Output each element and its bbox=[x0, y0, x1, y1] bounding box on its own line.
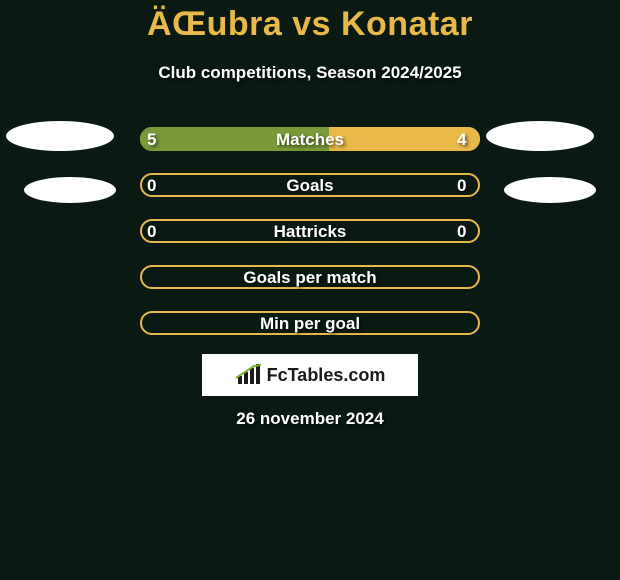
stat-value-left: 0 bbox=[147, 222, 156, 242]
date-text: 26 november 2024 bbox=[0, 409, 620, 429]
stat-label: Goals bbox=[140, 176, 480, 196]
side-ellipse bbox=[6, 121, 114, 151]
side-ellipse bbox=[486, 121, 594, 151]
side-ellipse bbox=[504, 177, 596, 203]
stat-label: Goals per match bbox=[140, 268, 480, 288]
fctables-logo: FcTables.com bbox=[202, 354, 418, 396]
stat-value-left: 5 bbox=[147, 130, 156, 150]
stat-value-right: 0 bbox=[457, 176, 466, 196]
subtitle: Club competitions, Season 2024/2025 bbox=[0, 63, 620, 83]
fctables-logo-text: FcTables.com bbox=[267, 365, 386, 386]
stat-value-right: 4 bbox=[457, 130, 466, 150]
side-ellipse bbox=[24, 177, 116, 203]
stat-value-left: 0 bbox=[147, 176, 156, 196]
stat-label: Hattricks bbox=[140, 222, 480, 242]
bar-chart-icon bbox=[235, 364, 263, 386]
page-title: ÄŒubra vs Konatar bbox=[0, 5, 620, 44]
stat-label: Matches bbox=[140, 130, 480, 150]
stat-label: Min per goal bbox=[140, 314, 480, 334]
comparison-infographic: ÄŒubra vs Konatar Club competitions, Seas… bbox=[0, 0, 620, 580]
stat-value-right: 0 bbox=[457, 222, 466, 242]
fctables-logo-inner: FcTables.com bbox=[235, 364, 386, 386]
